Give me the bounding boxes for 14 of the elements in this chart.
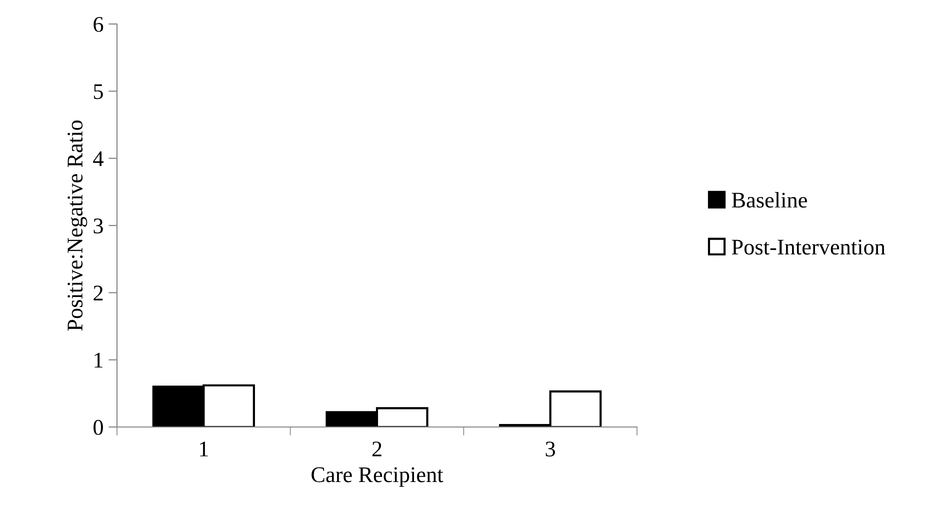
y-tick-label: 2 bbox=[94, 286, 103, 300]
legend-label: Post-Intervention bbox=[732, 240, 886, 255]
y-tick-label: 0 bbox=[94, 420, 103, 435]
y-tick-label: 1 bbox=[94, 352, 102, 368]
y-tick-label: 6 bbox=[94, 16, 104, 32]
x-tick-label: 1 bbox=[200, 442, 208, 456]
x-tick-label: 2 bbox=[372, 442, 382, 456]
y-tick-label: 4 bbox=[93, 151, 104, 166]
y-axis-title: Positive:Negative Ratio bbox=[68, 120, 88, 331]
y-tick-label: 5 bbox=[94, 84, 103, 100]
x-axis-title: Care Recipient bbox=[312, 467, 444, 487]
x-tick-label: 3 bbox=[546, 442, 556, 457]
y-tick-label: 3 bbox=[94, 218, 103, 234]
legend-label: Baseline bbox=[732, 192, 807, 208]
